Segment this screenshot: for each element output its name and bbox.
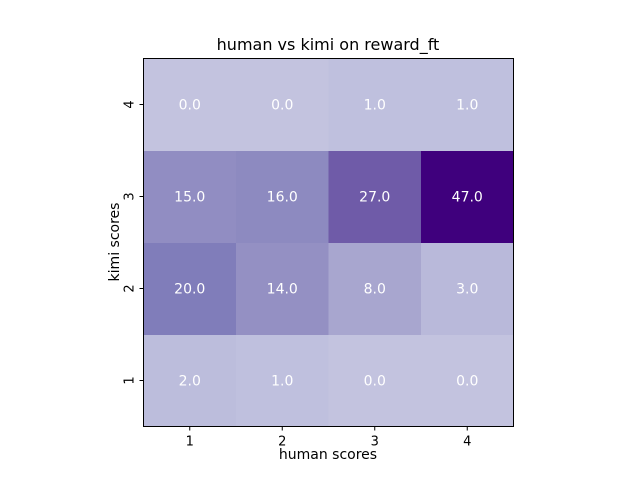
cell-value-label: 0.0 <box>179 98 201 114</box>
heatmap-cell-x3-y4 <box>328 58 422 151</box>
cell-value-label: 1.0 <box>456 98 478 114</box>
cell-value-label: 1.0 <box>364 98 386 114</box>
heatmap-cell-x4-y3 <box>421 150 514 243</box>
cell-value-label: 1.0 <box>271 374 293 390</box>
heatmap-cell-x4-y2 <box>421 242 514 335</box>
x-tick-label: 1 <box>186 435 194 450</box>
y-axis-label: kimi scores <box>107 203 123 282</box>
y-tick-label: 3 <box>123 192 138 200</box>
cell-value-label: 0.0 <box>456 374 478 390</box>
cell-value-label: 27.0 <box>359 190 390 206</box>
heatmap-cell-x2-y4 <box>236 58 329 151</box>
cell-value-label: 47.0 <box>452 190 483 206</box>
heatmap-cells <box>143 58 514 427</box>
heatmap-cell-x4-y1 <box>421 334 514 427</box>
y-tick-label: 4 <box>123 100 138 108</box>
x-axis-ticks: 1 2 3 4 <box>186 426 471 450</box>
x-axis-label: human scores <box>279 447 377 463</box>
heatmap-cell-x2-y3 <box>236 150 329 243</box>
heatmap-cell-x2-y2 <box>236 242 329 335</box>
heatmap-cell-x2-y1 <box>236 334 329 427</box>
heatmap-value-labels: 2.0 1.0 0.0 0.0 20.0 14.0 8.0 3.0 15.0 16.0 27.0 47… <box>174 98 483 390</box>
cell-value-label: 8.0 <box>364 282 386 298</box>
heatmap-cell-x1-y1 <box>143 334 237 427</box>
heatmap-cell-x1-y2 <box>143 242 237 335</box>
cell-value-label: 20.0 <box>174 282 205 298</box>
cell-value-label: 16.0 <box>267 190 298 206</box>
cell-value-label: 0.0 <box>364 374 386 390</box>
cell-value-label: 15.0 <box>174 190 205 206</box>
chart-title: human vs kimi on reward_ft <box>217 35 440 55</box>
x-tick-label: 2 <box>278 435 286 450</box>
cell-value-label: 2.0 <box>179 374 201 390</box>
heatmap-cell-x3-y3 <box>328 150 422 243</box>
cell-value-label: 0.0 <box>271 98 293 114</box>
y-tick-label: 2 <box>123 284 138 292</box>
heatmap-cell-x4-y4 <box>421 58 514 151</box>
plot-frame <box>143 58 514 427</box>
cell-value-label: 14.0 <box>267 282 298 298</box>
heatmap-cell-x1-y3 <box>143 150 237 243</box>
heatmap-cell-x3-y2 <box>328 242 422 335</box>
y-axis-ticks: 1 2 3 4 <box>123 100 144 385</box>
x-tick-label: 3 <box>371 435 379 450</box>
heatmap-cell-x3-y1 <box>328 334 422 427</box>
cell-value-label: 3.0 <box>456 282 478 298</box>
y-tick-label: 1 <box>123 376 138 384</box>
heatmap-cell-x1-y4 <box>143 58 237 151</box>
x-tick-label: 4 <box>463 435 471 450</box>
